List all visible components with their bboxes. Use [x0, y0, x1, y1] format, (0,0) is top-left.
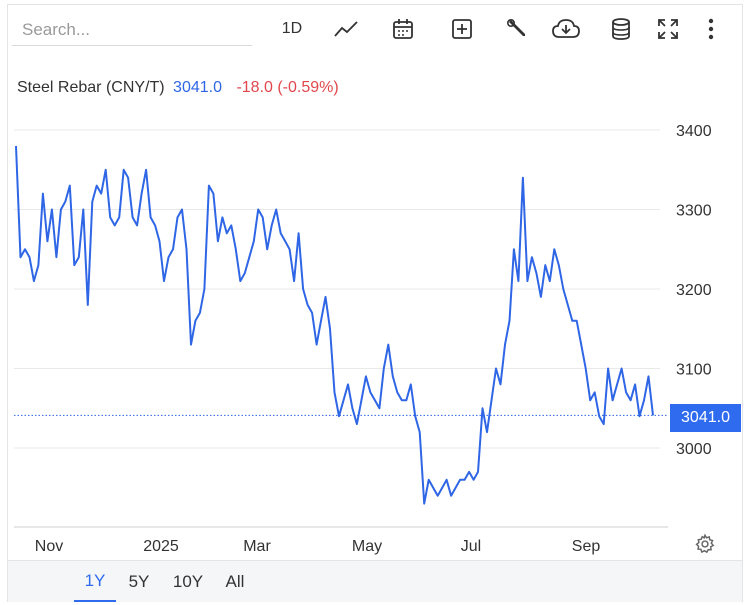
range-bar: 1Y 5Y 10Y All [8, 560, 742, 602]
price-change: -18.0 (-0.59%) [236, 79, 339, 96]
range-all[interactable]: All [225, 571, 245, 591]
y-tick-label: 3300 [676, 203, 712, 220]
more-icon[interactable] [700, 14, 722, 44]
download-icon[interactable] [549, 14, 583, 44]
price-series-line [15, 145, 654, 505]
database-icon[interactable] [607, 14, 635, 44]
range-1y[interactable]: 1Y [74, 561, 116, 602]
x-tick-label: Sep [572, 538, 601, 555]
search-input[interactable] [12, 14, 252, 46]
chart-widget-frame [7, 4, 743, 602]
x-tick-label: 2025 [143, 538, 179, 555]
x-tick-label: Nov [35, 538, 63, 555]
calendar-icon[interactable] [388, 14, 418, 44]
x-tick-label: May [352, 538, 382, 555]
last-price: 3041.0 [173, 79, 222, 96]
y-tick-label: 3000 [676, 441, 712, 458]
fullscreen-icon[interactable] [653, 14, 683, 44]
y-tick-label: 3100 [676, 362, 712, 379]
wrench-icon[interactable] [502, 14, 532, 44]
interval-button[interactable]: 1D [281, 20, 303, 37]
x-tick-label: Jul [461, 538, 481, 555]
y-tick-label: 3400 [676, 123, 712, 140]
y-tick-label: 3200 [676, 282, 712, 299]
last-price-tag: 3041.0 [670, 404, 741, 432]
range-10y[interactable]: 10Y [172, 571, 204, 591]
line-chart-icon[interactable] [331, 14, 361, 44]
add-indicator-icon[interactable] [447, 14, 477, 44]
toolbar: 1D [7, 4, 743, 52]
symbol-label: Steel Rebar (CNY/T) [17, 79, 165, 96]
x-tick-label: Mar [243, 538, 271, 555]
gear-icon[interactable] [694, 533, 716, 555]
range-5y[interactable]: 5Y [128, 571, 150, 591]
price-header: Steel Rebar (CNY/T) 3041.0 -18.0 (-0.59%… [17, 79, 339, 97]
